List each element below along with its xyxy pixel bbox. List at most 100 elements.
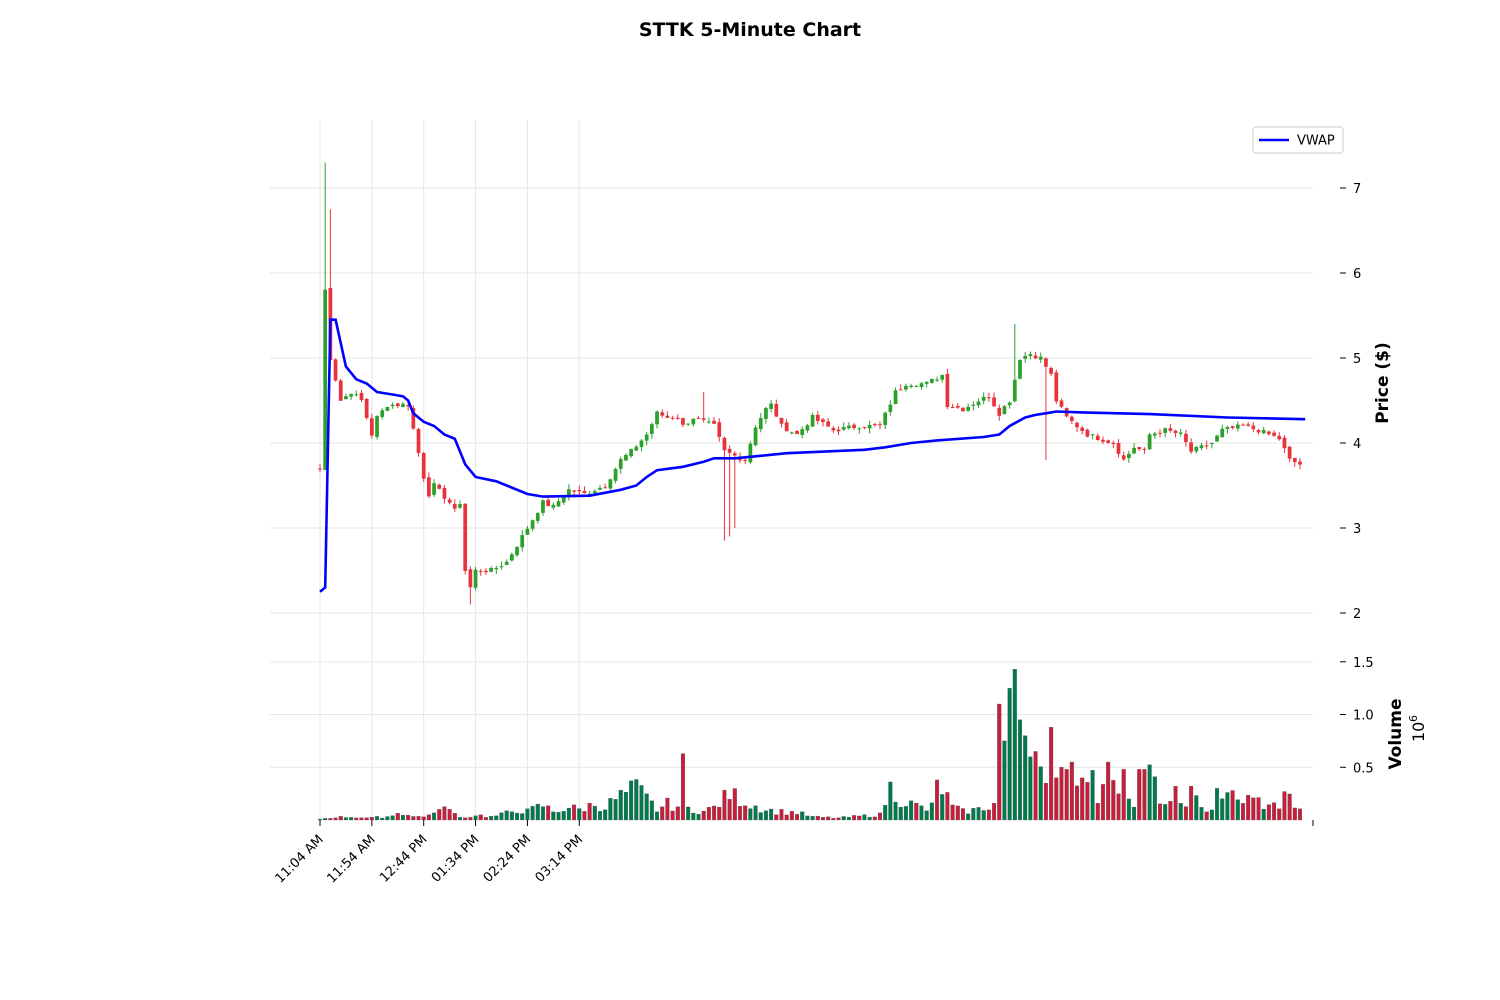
volume-bar [992,803,997,821]
candle-body [1137,447,1142,450]
candle-body [821,419,825,422]
candle-body [1209,443,1214,445]
volume-bar [629,780,634,821]
candle-body [665,415,670,418]
candle-body [940,375,945,380]
candle-body [1225,427,1230,429]
volume-bar [634,779,639,821]
volume-bar [349,817,354,821]
candle-body [1012,379,1017,402]
candle-body [499,566,504,568]
candle-body [893,390,898,405]
volume-bar [800,811,805,821]
volume-bar [416,816,421,821]
candle-body [551,504,556,508]
volume-bar [452,813,457,821]
candle-body [852,424,856,429]
volume-bar [566,807,571,821]
candle-body [1101,439,1105,442]
volume-bar [375,816,380,821]
candle-body [758,418,763,430]
volume-bar [841,816,846,821]
volume-bar [551,811,556,821]
volume-bar [753,805,758,821]
volume-bar [1194,795,1199,821]
candle-body [1106,440,1111,443]
volume-bar [530,806,535,821]
volume-bar [437,809,442,821]
volume-multiplier-base: 10 [1409,722,1428,742]
candle-body [753,427,758,446]
volume-bar [737,805,743,821]
x-tick-label: 11:54 AM [324,832,378,886]
volume-bar [981,810,986,821]
candle-body [572,490,576,492]
candle-body [587,493,592,495]
candle-body [1116,443,1121,454]
volume-bar [810,816,815,821]
candle-body [836,429,841,432]
volume-bar [1059,767,1064,821]
volume-bar [805,815,810,821]
volume-bar [712,805,717,821]
candle-body [675,417,680,419]
candle-body [966,406,971,411]
volume-bar [1157,803,1163,821]
volume-bar [411,816,416,821]
candle-body [639,440,644,448]
candle-body [1168,428,1173,431]
grid [270,120,1313,820]
volume-bar [457,817,463,821]
volume-bar [644,793,649,821]
candle-body [1127,453,1131,459]
candle-body [945,373,950,408]
volume-bar [323,818,328,821]
volume-bar [328,818,333,821]
candle-body [655,411,659,425]
candle-body [919,383,924,388]
candle-body [1018,359,1022,379]
candle-body [349,394,353,397]
candle-body [494,567,499,570]
volume-bar [1012,669,1017,821]
volume-bar [1277,808,1282,821]
candle-body [764,408,768,419]
candle-body [561,496,566,503]
candle-body [681,418,685,425]
volume-bar [1028,756,1033,821]
candle-body [1147,434,1152,450]
volume-bar [577,808,582,821]
candle-body [950,407,955,409]
volume-bar [649,800,654,821]
candle-body [1189,442,1193,452]
candle-body [774,403,779,417]
volume-bar [623,791,628,821]
candle-body [390,404,395,407]
volume-bar [1049,727,1054,821]
volume-bar [390,815,395,821]
volume-bar [1209,809,1214,821]
volume-bar [432,812,437,821]
volume-bar [1178,803,1183,821]
volume-bar [1220,798,1225,821]
candle-body [707,421,711,423]
x-tick-label: 03:14 PM [533,832,586,885]
candle-body [831,427,836,431]
candle-body [613,468,618,481]
candle-body [1075,422,1079,428]
candle-body [463,503,468,571]
candle-body [1158,432,1162,434]
volume-bar [597,811,603,821]
volume-bar [1043,782,1048,821]
candle-body [629,449,633,457]
volume-bar [1183,806,1188,821]
candle-body [857,428,862,430]
candle-body [1251,425,1256,430]
candle-body [582,491,587,494]
volume-bar [966,813,971,821]
volume-bar [592,805,597,821]
candle-body [1121,455,1126,460]
volume-bar [515,812,520,821]
volume-bar [369,817,374,821]
volume-bar [613,799,618,821]
